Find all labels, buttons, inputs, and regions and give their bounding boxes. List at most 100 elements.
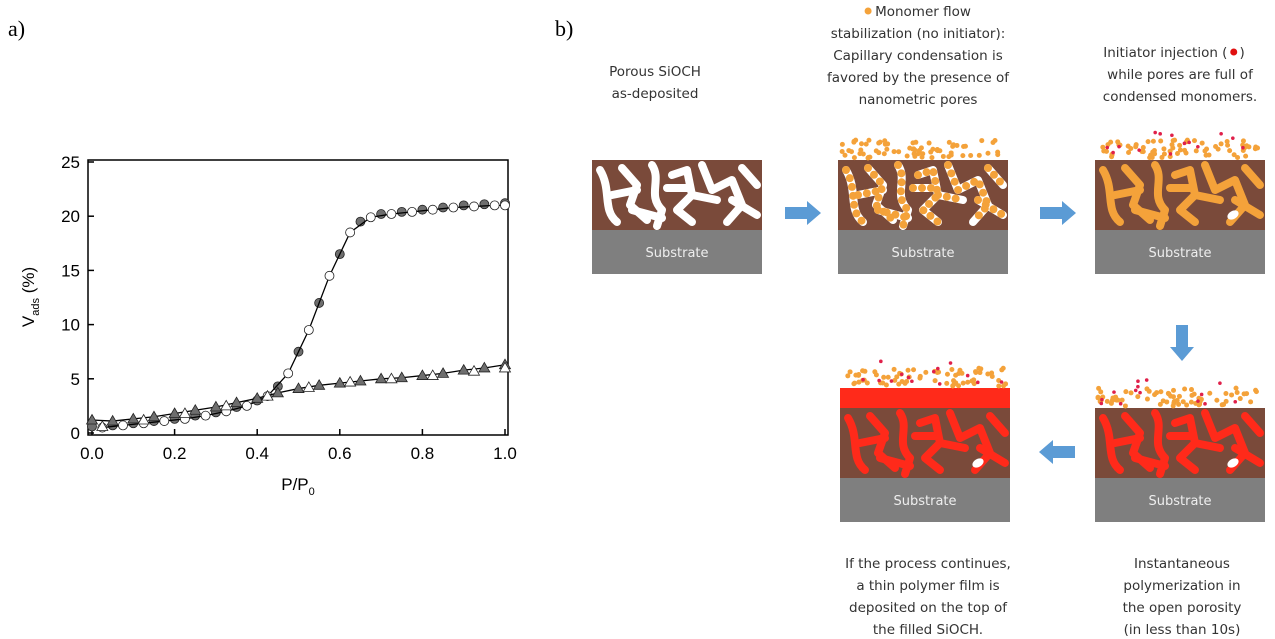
monomer bbox=[891, 149, 897, 155]
point bbox=[118, 420, 128, 431]
caption-line: If the process continues, bbox=[845, 556, 1011, 572]
monomer bbox=[883, 382, 889, 388]
stack-panel: Substrate bbox=[592, 160, 762, 274]
monomer bbox=[847, 369, 853, 375]
monomer bbox=[978, 366, 984, 372]
arrow bbox=[1040, 201, 1076, 225]
monomer bbox=[960, 380, 966, 386]
initiator bbox=[936, 366, 940, 371]
monomer bbox=[873, 372, 879, 378]
monomer bbox=[1202, 148, 1208, 154]
monomer bbox=[864, 380, 870, 386]
monomer bbox=[1237, 396, 1243, 402]
monomer bbox=[1172, 137, 1178, 143]
monomer bbox=[865, 155, 871, 161]
monomer bbox=[1128, 390, 1134, 396]
point bbox=[489, 200, 500, 211]
point bbox=[85, 413, 99, 425]
caption-line: the open porosity bbox=[1123, 600, 1242, 616]
arrow bbox=[1039, 440, 1075, 464]
monomer bbox=[1248, 399, 1254, 405]
point bbox=[365, 212, 376, 223]
monomer bbox=[1175, 150, 1181, 156]
point bbox=[395, 371, 408, 383]
monomer bbox=[1170, 403, 1176, 409]
initiator bbox=[1199, 392, 1204, 397]
monomer bbox=[1207, 390, 1213, 396]
monomer bbox=[1233, 385, 1239, 391]
stack-panel: Substrate bbox=[838, 137, 1008, 274]
initiator bbox=[1100, 397, 1104, 402]
monomer bbox=[928, 149, 934, 155]
monomer bbox=[839, 149, 845, 155]
monomer bbox=[1001, 383, 1007, 389]
monomer bbox=[985, 150, 991, 156]
monomer bbox=[1108, 400, 1114, 406]
monomer bbox=[1191, 138, 1197, 144]
monomer bbox=[1100, 144, 1106, 150]
point bbox=[457, 363, 470, 375]
monomer bbox=[949, 366, 955, 372]
monomer bbox=[1180, 399, 1186, 405]
point bbox=[376, 209, 387, 219]
point bbox=[374, 372, 388, 384]
monomer bbox=[881, 151, 887, 157]
point bbox=[200, 410, 211, 421]
initiator bbox=[877, 378, 881, 383]
empty-pore bbox=[1227, 458, 1239, 468]
initiator bbox=[1112, 390, 1116, 394]
monomer bbox=[1171, 387, 1177, 393]
isotherm-chart: P/P0 Vads (%) 0.0 0.2 0.4 0.6 0.8 1.0 0 5 10 15 20… bbox=[19, 153, 517, 498]
monomer bbox=[1133, 144, 1139, 150]
y-tick-label: 0 bbox=[71, 424, 80, 443]
monomer bbox=[1123, 389, 1129, 395]
monomer bbox=[1240, 138, 1246, 144]
monomer bbox=[884, 146, 890, 152]
monomer bbox=[1221, 401, 1227, 407]
monomer bbox=[885, 374, 891, 380]
monomer bbox=[913, 139, 919, 145]
monomer bbox=[845, 373, 851, 379]
point bbox=[209, 400, 223, 412]
monomer bbox=[932, 378, 938, 384]
monomer bbox=[1183, 150, 1189, 156]
point bbox=[498, 361, 512, 373]
point bbox=[230, 396, 243, 408]
monomer bbox=[856, 372, 862, 378]
monomer bbox=[1215, 146, 1221, 152]
caption-part: Initiator injection ( bbox=[1103, 45, 1227, 61]
initiator bbox=[1138, 390, 1142, 395]
point bbox=[343, 375, 357, 387]
caption-line: stabilization (no initiator): bbox=[831, 26, 1006, 42]
initiator bbox=[1218, 381, 1222, 385]
monomer bbox=[891, 366, 897, 372]
initiator bbox=[1219, 132, 1223, 136]
substrate bbox=[838, 230, 1008, 274]
caption-line: favored by the presence of bbox=[827, 70, 1010, 86]
point bbox=[386, 209, 397, 219]
x-tick-label: 0.8 bbox=[411, 444, 435, 463]
monomer bbox=[976, 152, 982, 158]
monomer bbox=[842, 152, 848, 158]
initiator bbox=[975, 380, 980, 385]
arrow bbox=[1170, 325, 1194, 361]
point bbox=[333, 376, 346, 388]
monomer bbox=[1150, 149, 1156, 155]
substrate-label: Substrate bbox=[893, 494, 956, 509]
monomer bbox=[953, 372, 959, 378]
monomer bbox=[1189, 392, 1195, 398]
monomer bbox=[977, 370, 983, 376]
initiator bbox=[1105, 145, 1110, 150]
substrate-label: Substrate bbox=[891, 246, 954, 261]
monomer bbox=[881, 374, 887, 380]
monomer bbox=[1182, 386, 1188, 392]
monomer bbox=[1225, 142, 1231, 148]
caption-line: Capillary condensation is bbox=[833, 48, 1003, 64]
monomer bbox=[1145, 139, 1151, 145]
monomer bbox=[894, 374, 900, 380]
initiator bbox=[1196, 144, 1200, 149]
monomer bbox=[934, 369, 940, 375]
caption-line: Porous SiOCH bbox=[609, 64, 701, 80]
point bbox=[396, 206, 407, 217]
